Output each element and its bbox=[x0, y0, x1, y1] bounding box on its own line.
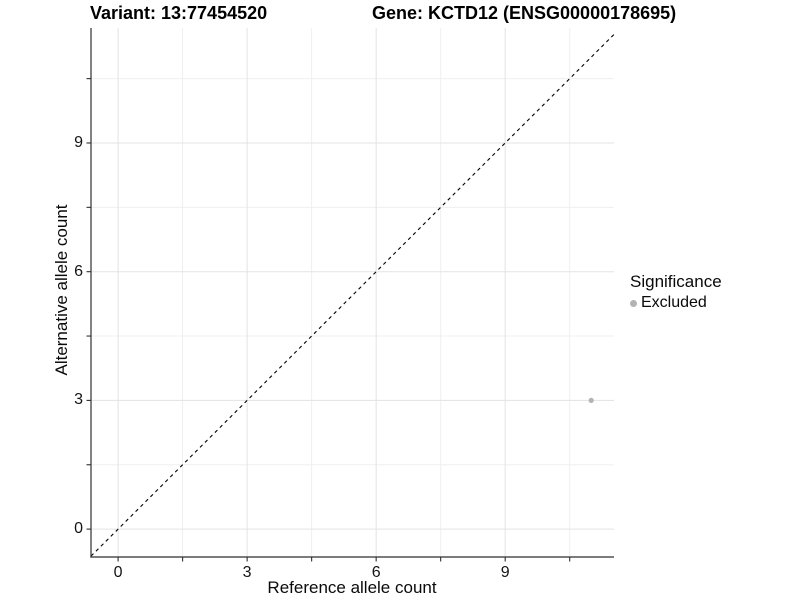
legend-title: Significance bbox=[630, 272, 722, 291]
legend: Significance Excluded bbox=[630, 272, 722, 312]
y-tick-label: 6 bbox=[74, 262, 83, 280]
identity-dashed-line bbox=[90, 34, 615, 557]
data-point bbox=[588, 397, 594, 404]
gene-title: Gene: KCTD12 (ENSG00000178695) bbox=[372, 3, 677, 23]
y-axis-title: Alternative allele count bbox=[52, 204, 71, 376]
x-tick-label: 6 bbox=[371, 564, 381, 581]
x-tick-label: 9 bbox=[500, 564, 510, 581]
legend-key-dot-icon bbox=[630, 299, 637, 307]
legend-entry-excluded: Excluded bbox=[630, 294, 722, 312]
legend-entry-label: Excluded bbox=[641, 294, 707, 311]
x-axis-title: Reference allele count bbox=[267, 578, 437, 597]
y-tick-label: 0 bbox=[74, 520, 83, 538]
y-tick-label: 3 bbox=[74, 391, 83, 409]
x-tick-label: 3 bbox=[242, 564, 252, 581]
x-tick-label: 0 bbox=[113, 564, 123, 581]
variant-title: Variant: 13:77454520 bbox=[90, 3, 268, 23]
y-tick-label: 9 bbox=[74, 133, 83, 151]
